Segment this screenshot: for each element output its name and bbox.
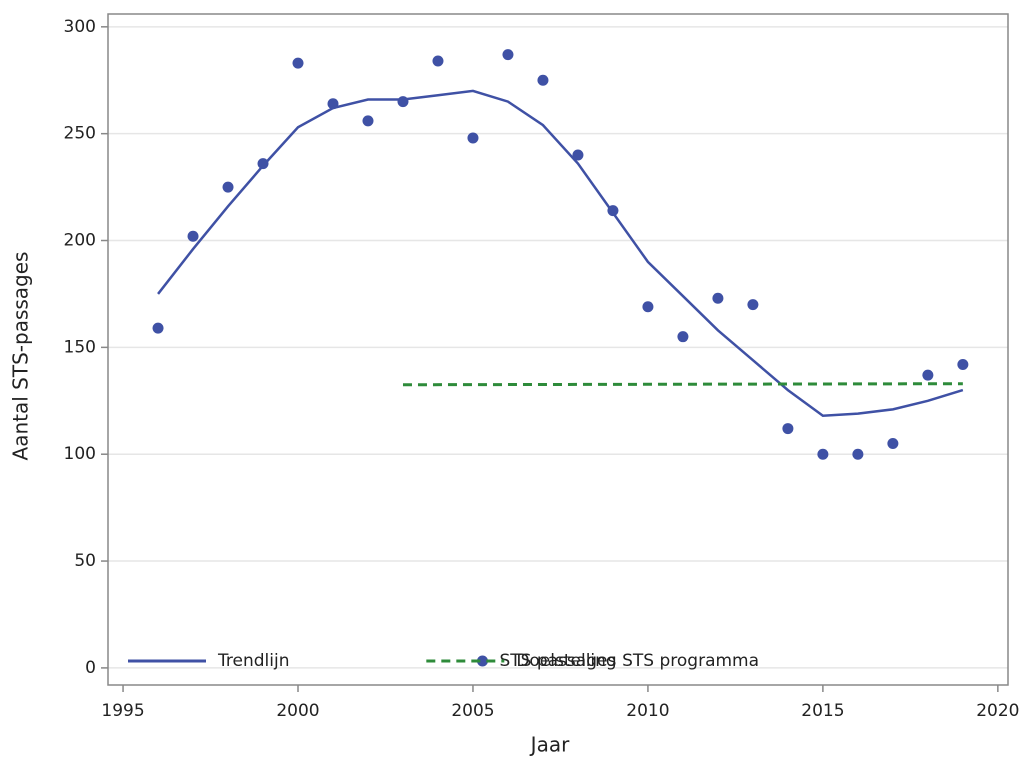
y-tick-label: 200	[64, 231, 96, 251]
y-tick-label: 300	[64, 17, 96, 37]
y-tick-label: 50	[74, 551, 96, 571]
point	[817, 448, 829, 460]
x-tick-label: 1995	[101, 701, 144, 721]
line	[157, 89, 964, 418]
y-tick-label: 100	[64, 444, 96, 464]
y-tick-label: 0	[85, 658, 96, 678]
point	[187, 230, 199, 242]
point	[712, 292, 724, 304]
x-tick-label: 2010	[626, 701, 669, 721]
point	[572, 149, 584, 161]
x-tick-label: 2020	[976, 701, 1019, 721]
legend-label: STS passages	[499, 651, 616, 671]
point	[292, 57, 304, 69]
point	[642, 301, 654, 313]
point	[852, 448, 864, 460]
legend-marker	[476, 655, 488, 667]
point	[467, 132, 479, 144]
point	[152, 322, 164, 334]
plot-frame	[107, 13, 1009, 686]
y-tick-label: 150	[64, 337, 96, 357]
x-tick-label: 2015	[801, 701, 844, 721]
y-tick-label: 250	[64, 124, 96, 144]
x-axis-label: Jaar	[529, 733, 570, 757]
legend-label: Trendlijn	[217, 651, 289, 671]
point	[747, 299, 759, 311]
point	[607, 205, 619, 217]
point	[397, 96, 409, 108]
point	[222, 181, 234, 193]
point	[887, 438, 899, 450]
point	[677, 331, 689, 343]
point	[782, 423, 794, 435]
y-axis-label: Aantal STS-passages	[9, 252, 33, 461]
point	[957, 358, 969, 370]
point	[362, 115, 374, 127]
point	[537, 74, 549, 86]
x-tick-label: 2005	[451, 701, 494, 721]
point	[502, 49, 514, 61]
x-tick-label: 2000	[276, 701, 319, 721]
point	[327, 98, 339, 110]
point	[432, 55, 444, 67]
point	[922, 369, 934, 381]
legend-label: Doelstelling STS programma	[516, 651, 759, 671]
point	[257, 158, 269, 170]
line	[402, 382, 963, 387]
